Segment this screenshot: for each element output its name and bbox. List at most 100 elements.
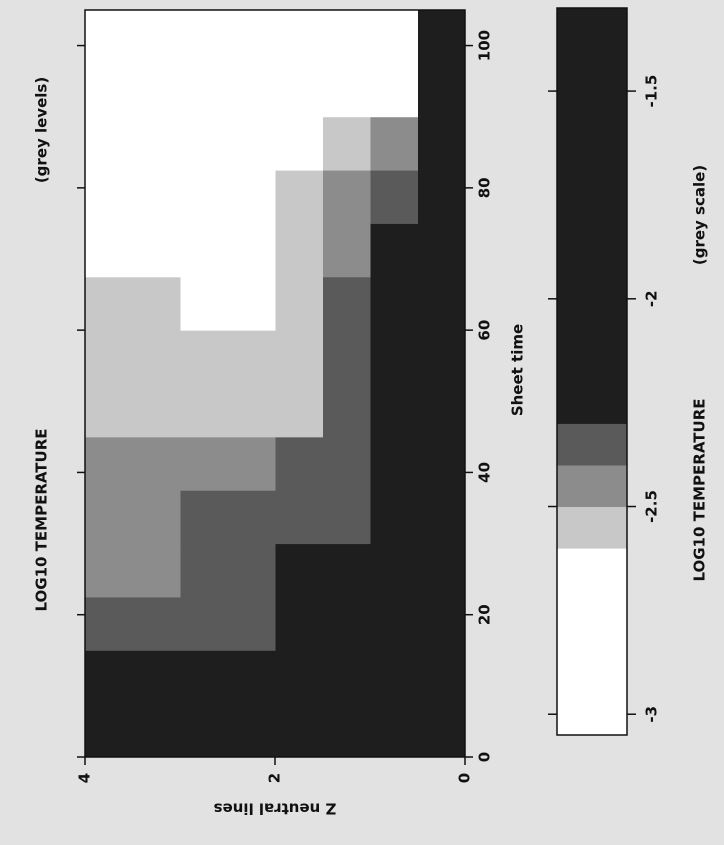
heatmap-cell (180, 170, 228, 224)
heatmap-cell (132, 116, 181, 171)
heatmap-cell (322, 650, 371, 705)
heatmap-cell (180, 116, 228, 171)
heatmap-cell (180, 436, 228, 491)
heatmap-cell (417, 703, 466, 758)
colorbar-band (557, 464, 627, 508)
heatmap-cell (370, 330, 418, 384)
heatmap-cell (227, 543, 276, 598)
y-tick-label: 2 (266, 773, 284, 783)
y-tick-label: 0 (456, 773, 474, 783)
heatmap-cell (180, 63, 228, 118)
heatmap-cell (132, 596, 181, 651)
x-tick-label: 60 (476, 320, 494, 341)
y-axis-title: Z neutral lines (214, 800, 337, 818)
heatmap-cell (275, 330, 323, 384)
heatmap-cell (227, 383, 276, 438)
heatmap-cell (227, 10, 276, 64)
heatmap-cell (275, 116, 323, 171)
heatmap-cell (180, 490, 228, 545)
heatmap-cell (227, 330, 276, 384)
heatmap-cell (85, 276, 133, 331)
heatmap-cell (275, 596, 323, 651)
heatmap-cell (322, 63, 371, 118)
heatmap-cell (275, 436, 323, 491)
heatmap-cell (370, 596, 418, 651)
heatmap-cell (370, 63, 418, 118)
heatmap-cell (227, 276, 276, 331)
heatmap-cell (227, 116, 276, 171)
heatmap-cell (417, 10, 466, 64)
heatmap-cell (85, 63, 133, 118)
heatmap-cell (180, 650, 228, 705)
heatmap-cell (180, 276, 228, 331)
heatmap-cell (275, 10, 323, 64)
heatmap-cell (417, 116, 466, 171)
colorbar-title: LOG10 TEMPERATURE (691, 398, 709, 581)
heatmap-cell (180, 223, 228, 278)
colorbar-band (557, 423, 627, 466)
heatmap-cell (370, 650, 418, 705)
heatmap-cell (275, 490, 323, 545)
heatmap-cell (180, 330, 228, 384)
heatmap-cell (132, 63, 181, 118)
heatmap-cell (322, 10, 371, 64)
heatmap-cell (322, 276, 371, 331)
heatmap-cell (370, 116, 418, 171)
heatmap-cell (322, 330, 371, 384)
heatmap-cell (227, 650, 276, 705)
heatmap-cell (370, 223, 418, 278)
heatmap-cell (322, 383, 371, 438)
heatmap-cell (417, 63, 466, 118)
heatmap-cell (85, 170, 133, 224)
heatmap-cell (370, 276, 418, 331)
heatmap-cell (85, 10, 133, 64)
heatmap-cell (180, 596, 228, 651)
x-tick-label: 100 (476, 30, 494, 61)
colorbar-band (557, 8, 627, 424)
heatmap-cell (227, 703, 276, 758)
heatmap-cell (132, 436, 181, 491)
heatmap-cell (227, 436, 276, 491)
heatmap-cell (85, 596, 133, 651)
heatmap-cell (417, 543, 466, 598)
heatmap-cell (85, 383, 133, 438)
heatmap-cell (322, 116, 371, 171)
heatmap-cell (417, 330, 466, 384)
heatmap-cell (85, 330, 133, 384)
heatmap-cell (370, 490, 418, 545)
y-tick-label: 4 (76, 773, 94, 783)
heatmap-cell (85, 650, 133, 705)
heatmap-cell (132, 490, 181, 545)
heatmap-cell (180, 543, 228, 598)
heatmap-cell (132, 276, 181, 331)
x-tick-label: 80 (476, 177, 494, 198)
x-tick-label: 0 (476, 752, 494, 762)
heatmap-cell (275, 276, 323, 331)
heatmap-cell (85, 703, 133, 758)
chart-subtitle: (grey levels) (33, 77, 51, 183)
heatmap-cell (85, 490, 133, 545)
heatmap-cell (417, 383, 466, 438)
heatmap-cell (180, 703, 228, 758)
heatmap-cell (227, 63, 276, 118)
colorbar-frame (556, 7, 628, 736)
heatmap-cell (180, 383, 228, 438)
chart-title: LOG10 TEMPERATURE (33, 428, 51, 611)
heatmap-cell (132, 223, 181, 278)
x-axis-title: Sheet time (509, 324, 527, 416)
heatmap-cell (275, 543, 323, 598)
heatmap-cell (417, 490, 466, 545)
heatmap-cell (322, 703, 371, 758)
heatmap-cell (417, 223, 466, 278)
heatmap-cell (85, 116, 133, 171)
heatmap-cell (370, 10, 418, 64)
heatmap-cell (322, 436, 371, 491)
x-tick-label: 40 (476, 462, 494, 483)
heatmap-cell (322, 596, 371, 651)
heatmap-cell (132, 170, 181, 224)
heatmap-cell (417, 596, 466, 651)
heatmap-cell (227, 170, 276, 224)
heatmap-cell (180, 10, 228, 64)
heatmap-cell (132, 543, 181, 598)
